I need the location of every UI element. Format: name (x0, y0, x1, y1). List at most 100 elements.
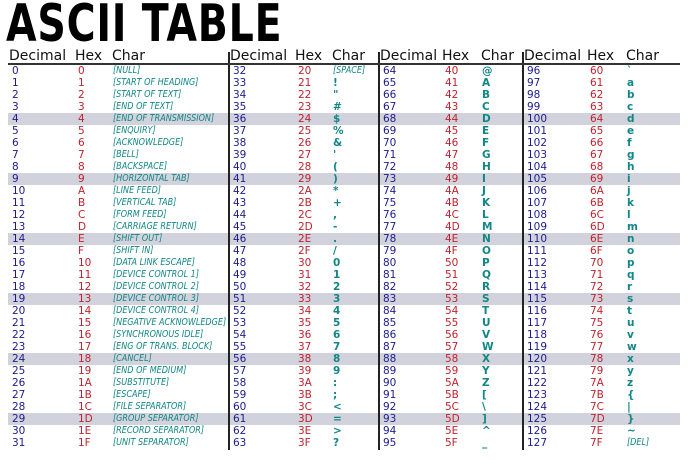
decimal-value: 65 (383, 77, 397, 89)
char-value: o (627, 245, 635, 257)
hex-value: 45 (445, 125, 459, 137)
hex-value: 2B (298, 197, 312, 209)
hex-value: 34 (298, 305, 312, 317)
decimal-value: 105 (527, 173, 548, 185)
decimal-value: 37 (233, 125, 247, 137)
decimal-value: 109 (527, 221, 548, 233)
hex-value: 23 (298, 101, 312, 113)
decimal-value: 87 (383, 341, 397, 353)
hex-value: 2 (78, 89, 85, 101)
char-value: r (627, 281, 633, 293)
hex-value: 60 (590, 65, 604, 77)
hex-value: 5C (445, 401, 460, 413)
char-value: [BELL] (113, 149, 139, 160)
decimal-value: 30 (12, 425, 26, 437)
char-value: [VERTICAL TAB] (113, 197, 177, 208)
decimal-value: 51 (233, 293, 247, 305)
column-divider (228, 52, 230, 450)
char-value: [UNIT SEPARATOR] (113, 437, 189, 448)
hex-value: C (78, 209, 86, 221)
row-highlight (8, 173, 680, 185)
char-value: 8 (333, 353, 341, 365)
hex-value: 32 (298, 281, 312, 293)
hex-value: 13 (78, 293, 92, 305)
hex-value: 7 (78, 149, 85, 161)
char-value: a (627, 77, 635, 89)
hex-value: 19 (78, 365, 92, 377)
decimal-value: 46 (233, 233, 247, 245)
hex-value: 17 (78, 341, 92, 353)
char-value: " (333, 89, 339, 101)
hex-value: 7F (590, 437, 603, 449)
decimal-value: 17 (12, 269, 26, 281)
decimal-value: 56 (233, 353, 247, 365)
header-char: Char (332, 48, 365, 64)
hex-value: 55 (445, 317, 459, 329)
char-value: [FILE SEPARATOR] (113, 401, 187, 412)
hex-value: 66 (590, 137, 604, 149)
hex-value: 52 (445, 281, 459, 293)
decimal-value: 72 (383, 161, 397, 173)
char-value: M (482, 221, 493, 233)
hex-value: 25 (298, 125, 312, 137)
char-value: D (482, 113, 491, 125)
hex-value: 77 (590, 341, 604, 353)
char-value: [DEVICE CONTROL 1] (113, 269, 199, 280)
row-highlight (8, 353, 680, 365)
hex-value: 5A (445, 377, 459, 389)
hex-value: 27 (298, 149, 312, 161)
char-value: f (627, 137, 632, 149)
hex-value: 50 (445, 257, 459, 269)
char-value: 5 (333, 317, 341, 329)
decimal-value: 108 (527, 209, 548, 221)
hex-value: 14 (78, 305, 92, 317)
char-value: [ESCAPE] (113, 389, 151, 400)
decimal-value: 116 (527, 305, 548, 317)
char-value: [DEVICE CONTROL 2] (113, 281, 199, 292)
decimal-value: 14 (12, 233, 26, 245)
decimal-value: 99 (527, 101, 541, 113)
hex-value: 3C (298, 401, 313, 413)
char-value: v (627, 329, 634, 341)
decimal-value: 53 (233, 317, 247, 329)
hex-value: 9 (78, 173, 85, 185)
hex-value: 20 (298, 65, 312, 77)
char-value: E (482, 125, 490, 137)
char-value: P (482, 257, 490, 269)
char-value: m (627, 221, 638, 233)
decimal-value: 90 (383, 377, 397, 389)
hex-value: 53 (445, 293, 459, 305)
decimal-value: 96 (527, 65, 541, 77)
char-value: [GROUP SEPARATOR] (113, 413, 199, 424)
decimal-value: 1 (12, 77, 19, 89)
decimal-value: 29 (12, 413, 26, 425)
hex-value: 7D (590, 413, 605, 425)
decimal-value: 43 (233, 197, 247, 209)
decimal-value: 93 (383, 413, 397, 425)
hex-value: 70 (590, 257, 604, 269)
char-value: [DATA LINK ESCAPE] (113, 257, 195, 268)
decimal-value: 114 (527, 281, 548, 293)
hex-value: 6C (590, 209, 605, 221)
char-value: [SYNCHRONOUS IDLE] (113, 329, 204, 340)
hex-value: 3E (298, 425, 312, 437)
decimal-value: 50 (233, 281, 247, 293)
header-hex: Hex (295, 48, 323, 64)
char-value: ? (333, 437, 340, 449)
column-divider (522, 52, 524, 450)
hex-value: 73 (590, 293, 604, 305)
char-value: w (627, 341, 637, 353)
decimal-value: 104 (527, 161, 548, 173)
char-value: [END OF TRANSMISSION] (113, 113, 215, 124)
decimal-value: 97 (527, 77, 541, 89)
char-value: [SPACE] (333, 65, 366, 76)
char-value: ' (333, 149, 337, 161)
char-value: u (627, 317, 635, 329)
hex-value: 1 (78, 77, 85, 89)
char-value: 1 (333, 269, 341, 281)
char-value: [ACKNOWLEDGE] (113, 137, 184, 148)
decimal-value: 42 (233, 185, 247, 197)
char-value: [CANCEL] (113, 353, 152, 364)
char-value: U (482, 317, 491, 329)
char-value: J (482, 185, 486, 197)
